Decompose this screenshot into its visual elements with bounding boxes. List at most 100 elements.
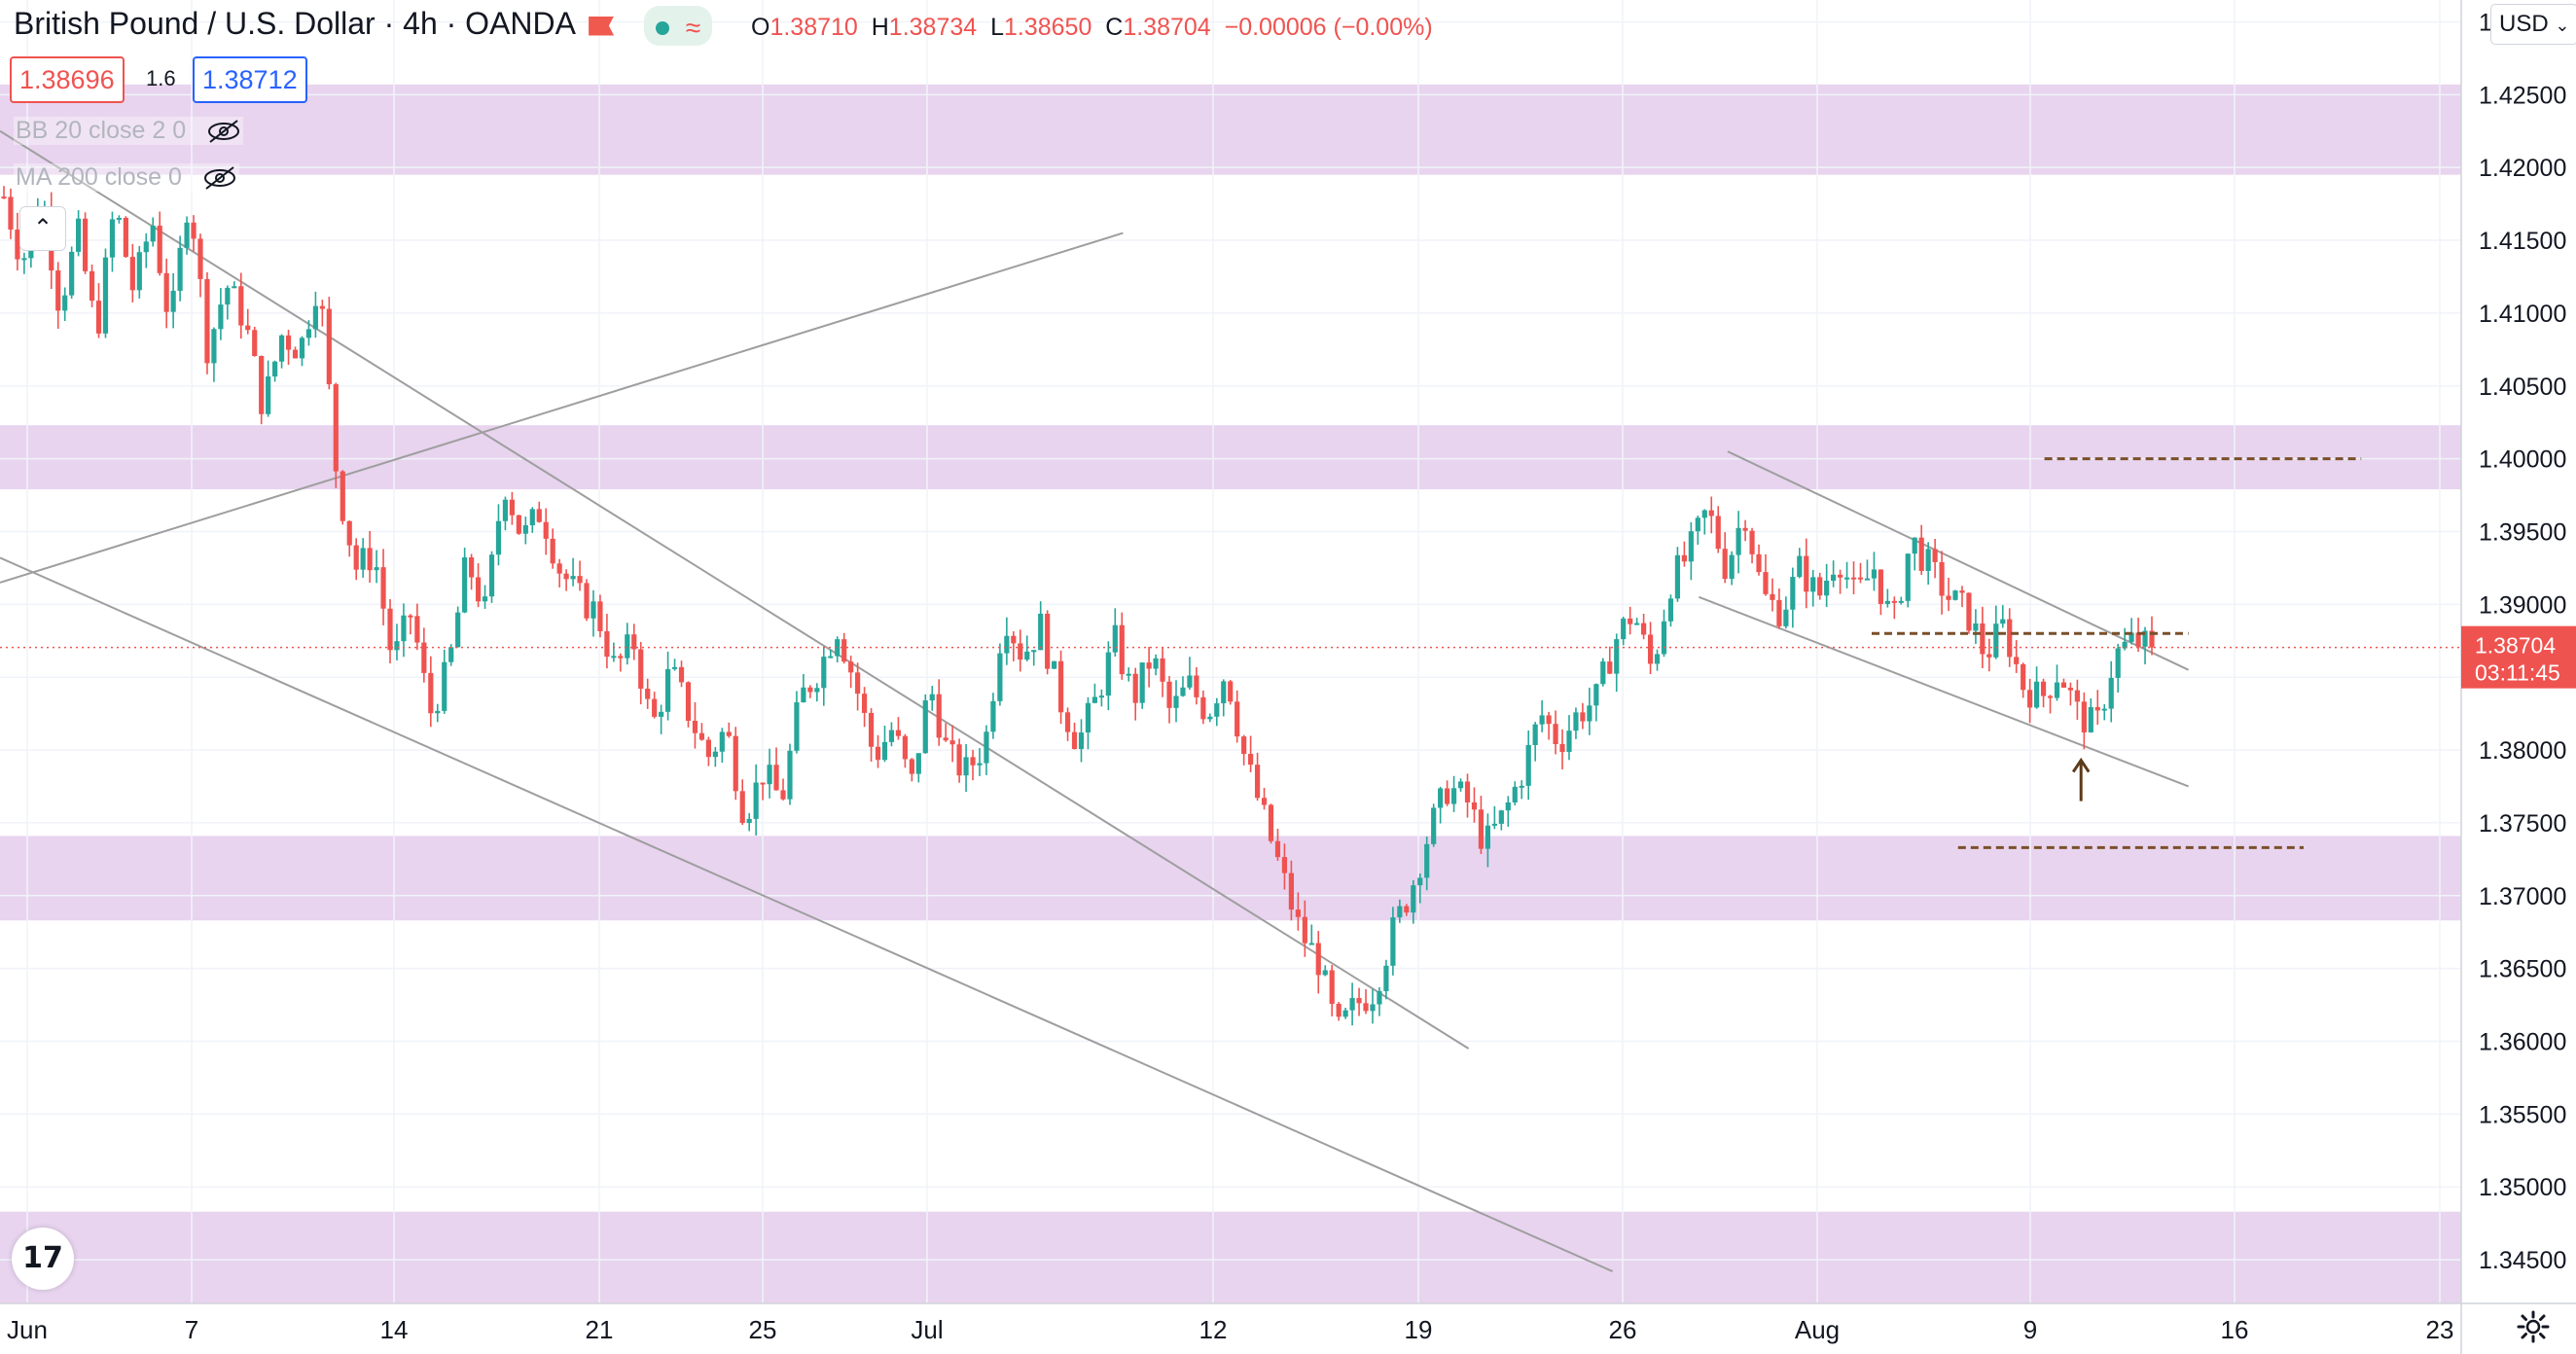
- candle-body: [421, 642, 427, 673]
- candle-body: [2101, 708, 2107, 711]
- candle-body: [1566, 730, 1572, 753]
- candle-body: [374, 567, 379, 571]
- candle-body: [922, 700, 928, 754]
- candle-body: [746, 818, 752, 824]
- candle-body: [1756, 553, 1762, 573]
- indicator-ma[interactable]: MA 200 close 0: [14, 163, 239, 192]
- candle-body: [442, 661, 447, 711]
- candle-body: [1641, 623, 1647, 635]
- candle-body: [252, 330, 258, 356]
- candle-body: [645, 688, 651, 699]
- candle-body: [1573, 712, 1579, 731]
- symbol-title[interactable]: British Pound / U.S. Dollar · 4h · OANDA…: [14, 6, 713, 47]
- candle-body: [428, 672, 434, 714]
- candle-body: [95, 301, 102, 334]
- candle-body: [1228, 681, 1234, 702]
- candle-body: [1457, 781, 1464, 789]
- candle-body: [1139, 662, 1145, 703]
- candle-body: [977, 763, 983, 766]
- flag-icon[interactable]: [589, 16, 615, 36]
- eye-hidden-icon[interactable]: [202, 165, 237, 191]
- eye-hidden-icon[interactable]: [206, 119, 241, 144]
- candle-body: [435, 710, 441, 714]
- candle-body: [1614, 639, 1620, 674]
- candle-body: [1207, 716, 1213, 720]
- chevron-up-icon: ⌃: [32, 215, 54, 241]
- candle-body: [1450, 788, 1457, 804]
- candle-body: [584, 583, 590, 619]
- settings-gear-icon[interactable]: [2516, 1309, 2551, 1344]
- market-status-pill[interactable]: ≈: [643, 6, 713, 47]
- sell-price-button[interactable]: 1.38696: [10, 56, 125, 103]
- price-tick-label: 1.39500: [2479, 518, 2566, 546]
- candle-body: [1295, 909, 1301, 917]
- candle-body: [1498, 810, 1504, 824]
- candle-body: [408, 615, 413, 618]
- candle-body: [2149, 630, 2155, 648]
- candle-body: [1878, 569, 1883, 604]
- symbol-title-text: British Pound / U.S. Dollar · 4h · OANDA: [14, 6, 575, 41]
- price-tick-label: 1.34500: [2479, 1247, 2566, 1274]
- candle-body: [895, 730, 902, 736]
- time-tick-label: 14: [380, 1315, 409, 1344]
- candle-body: [1722, 549, 1728, 580]
- candle-body: [1932, 549, 1938, 562]
- candle-body: [590, 601, 596, 619]
- candle-body: [2108, 677, 2114, 709]
- candle-body: [1274, 840, 1281, 858]
- candle-body: [2122, 641, 2128, 649]
- trendline: [1699, 595, 2189, 788]
- zone: [0, 425, 2461, 490]
- candle-body: [109, 219, 116, 258]
- candle-body: [1126, 673, 1131, 676]
- price-tick-label: 1.38000: [2479, 737, 2566, 765]
- candle-body: [570, 576, 576, 580]
- candle-body: [272, 361, 278, 377]
- indicator-bb[interactable]: BB 20 close 2 0: [14, 117, 244, 145]
- tradingview-logo[interactable]: 17: [12, 1228, 74, 1290]
- chart-grid: [0, 0, 2461, 1303]
- time-tick-label: 23: [2426, 1315, 2454, 1344]
- candle-body: [455, 612, 461, 648]
- candle-body: [475, 577, 482, 602]
- candle-body: [143, 241, 149, 253]
- candle-body: [1539, 715, 1545, 725]
- candle-body: [821, 657, 827, 689]
- candle-body: [2047, 695, 2054, 698]
- candle-body: [1308, 943, 1314, 945]
- candle-body: [1973, 623, 1979, 631]
- candle-body: [1098, 695, 1104, 698]
- buy-price-button[interactable]: 1.38712: [193, 56, 307, 103]
- candle-body: [861, 694, 868, 713]
- price-tick-label: 1.40500: [2479, 374, 2566, 401]
- candle-body: [184, 222, 190, 248]
- collapse-legend-button[interactable]: ⌃: [19, 206, 66, 251]
- candle-body: [1383, 965, 1389, 991]
- price-tick-label: 1.37500: [2479, 810, 2566, 837]
- candle-body: [2040, 681, 2047, 696]
- price-tick-label: 1.35000: [2479, 1174, 2566, 1201]
- candle-body: [285, 335, 292, 350]
- candle-body: [888, 730, 895, 742]
- wave-icon: ≈: [685, 12, 701, 43]
- high-label: H: [871, 14, 889, 41]
- candle-body: [360, 548, 366, 570]
- candle-body: [577, 576, 583, 584]
- candle-body: [698, 732, 705, 740]
- candle-body: [312, 305, 319, 330]
- open-label: O: [751, 14, 770, 41]
- currency-select[interactable]: USD ⌄: [2490, 4, 2576, 45]
- candle-body: [2014, 657, 2020, 664]
- candle-body: [2088, 706, 2093, 732]
- spread-value: 1.6: [146, 66, 176, 90]
- price-tick-label: 1.39000: [2479, 591, 2566, 619]
- candle-body: [943, 737, 948, 741]
- candle-body: [387, 608, 393, 651]
- candle-body: [618, 656, 624, 659]
- candle-body: [1817, 577, 1823, 596]
- candle-body: [1708, 510, 1714, 517]
- low-label: L: [990, 14, 1004, 41]
- last-price-tag: [2461, 625, 2576, 689]
- candle-body: [1146, 662, 1152, 669]
